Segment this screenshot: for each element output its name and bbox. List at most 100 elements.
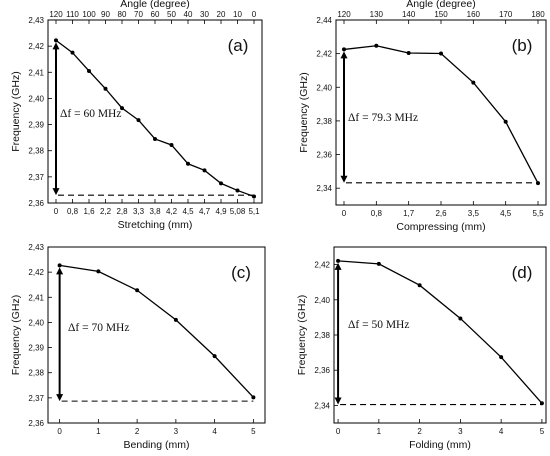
y-tick-label: 2,43 — [28, 16, 44, 25]
top-tick-label: 170 — [499, 10, 513, 19]
y-tick-label: 2,40 — [314, 296, 330, 305]
x-tick-label: 0 — [342, 209, 347, 218]
x-tick-label: 3,5 — [468, 209, 480, 218]
data-point — [439, 51, 443, 56]
data-point — [342, 47, 346, 52]
top-tick-label: 30 — [200, 10, 209, 19]
data-point — [499, 355, 504, 360]
y-tick-label: 2,36 — [28, 419, 44, 428]
x-axis-title: Stretching (mm) — [118, 219, 193, 231]
chart-panel-b: 2,34 2,36 2,38 2,40 2,42 2,44 0 0,8 1,7 2,6 3,5 4,5… — [298, 0, 547, 233]
y-tick-label: 2,38 — [28, 369, 44, 378]
top-tick-label: 100 — [82, 10, 96, 19]
delta-arrow-head-down — [52, 188, 60, 196]
x-tick-label: 2 — [417, 427, 422, 436]
x-tick-label: 0 — [54, 207, 59, 216]
chart-panel-a: 2,36 2,37 2,38 2,39 2,40 2,41 2,42 2,43 0 0,8 1,6 2… — [10, 0, 263, 231]
data-point — [406, 50, 411, 55]
x-tick-label: 4 — [212, 427, 217, 436]
x-tick-label: 0 — [57, 427, 62, 436]
top-tick-label: 60 — [151, 10, 160, 19]
data-point — [153, 136, 157, 141]
series-line — [338, 260, 543, 404]
x-tick-label: 3,8 — [149, 207, 161, 216]
data-point — [252, 194, 256, 199]
x-axis-title: Bending (mm) — [124, 439, 190, 451]
data-point — [417, 283, 422, 288]
panel-label: (a) — [228, 36, 249, 55]
x-tick-label: 4,2 — [166, 207, 178, 216]
data-point — [235, 188, 240, 193]
top-tick-label: 40 — [184, 10, 193, 19]
y-axis-title: Frequency (GHz) — [296, 295, 308, 376]
plot-frame — [47, 246, 266, 424]
data-point — [471, 80, 476, 85]
y-tick-label: 2,42 — [316, 50, 332, 59]
data-point — [374, 43, 379, 48]
chart-panel-c: 2,36 2,37 2,38 2,39 2,40 2,41 2,42 2,43 0 1 2 3 4 5 Be… — [10, 243, 266, 451]
x-tick-label: 5,08 — [230, 207, 246, 216]
x-tick-label: 3,3 — [133, 207, 145, 216]
data-point — [57, 263, 62, 268]
y-tick-label: 2,40 — [28, 94, 44, 103]
x-tick-label: 5,1 — [248, 207, 260, 216]
data-point — [96, 269, 101, 274]
y-tick-label: 2,38 — [314, 331, 330, 340]
x-tick-label: 3 — [458, 427, 463, 436]
delta-arrow-head-down — [334, 397, 342, 405]
chart-panel-d: 2,34 2,36 2,38 2,40 2,42 0 1 2 3 4 5 Folding (mm) Fr… — [296, 246, 547, 451]
x-tick-label: 1 — [96, 427, 101, 436]
delta-arrow-head-up — [334, 262, 342, 270]
top-tick-label: 160 — [467, 10, 481, 19]
y-axis-title: Frequency (GHz) — [10, 71, 22, 152]
series-line — [59, 264, 254, 398]
top-tick-label: 110 — [66, 10, 79, 19]
y-tick-label: 2,42 — [28, 42, 44, 51]
top-tick-label: 70 — [134, 10, 143, 19]
data-point — [219, 181, 223, 186]
top-axis-title: Angle (degree) — [120, 0, 189, 10]
y-tick-label: 2,37 — [28, 394, 44, 403]
y-tick-label: 2,42 — [314, 261, 330, 270]
x-tick-label: 2,2 — [100, 207, 112, 216]
top-tick-label: 180 — [531, 10, 545, 19]
data-point — [136, 118, 141, 123]
top-tick-label: 120 — [337, 10, 351, 19]
y-tick-label: 2,41 — [28, 293, 44, 302]
y-tick-label: 2,34 — [316, 184, 332, 193]
y-tick-label: 2,39 — [28, 121, 44, 130]
y-tick-label: 2,36 — [316, 151, 332, 160]
y-tick-label: 2,40 — [316, 83, 332, 92]
data-point — [458, 316, 463, 321]
x-tick-label: 4,7 — [199, 207, 211, 216]
delta-arrow-head-up — [56, 267, 64, 275]
y-tick-label: 2,37 — [28, 173, 44, 182]
panel-label: (b) — [512, 36, 533, 55]
x-tick-label: 5 — [251, 427, 256, 436]
top-tick-label: 120 — [49, 10, 63, 19]
top-tick-label: 20 — [217, 10, 226, 19]
top-tick-label: 130 — [370, 10, 384, 19]
data-point — [103, 86, 108, 91]
x-tick-label: 4,9 — [215, 207, 227, 216]
x-tick-label: 5,5 — [532, 209, 544, 218]
top-axis-title: Angle (degree) — [406, 0, 475, 10]
top-tick-label: 150 — [434, 10, 448, 19]
x-tick-label: 4,5 — [500, 209, 512, 218]
y-tick-label: 2,38 — [28, 147, 44, 156]
x-tick-label: 4,5 — [182, 207, 194, 216]
panel-label: (d) — [512, 263, 533, 282]
top-tick-label: 140 — [402, 10, 416, 19]
x-axis-title: Folding (mm) — [409, 439, 471, 451]
data-point — [173, 317, 178, 322]
top-tick-label: 50 — [167, 10, 176, 19]
data-point — [169, 142, 174, 147]
x-axis-title: Compressing (mm) — [396, 221, 485, 233]
y-tick-label: 2,44 — [316, 16, 332, 25]
data-point — [70, 50, 75, 55]
y-tick-label: 2,43 — [28, 243, 44, 252]
delta-arrow-head-up — [340, 51, 348, 59]
x-tick-label: 0,8 — [67, 207, 79, 216]
x-tick-label: 0,8 — [371, 209, 383, 218]
